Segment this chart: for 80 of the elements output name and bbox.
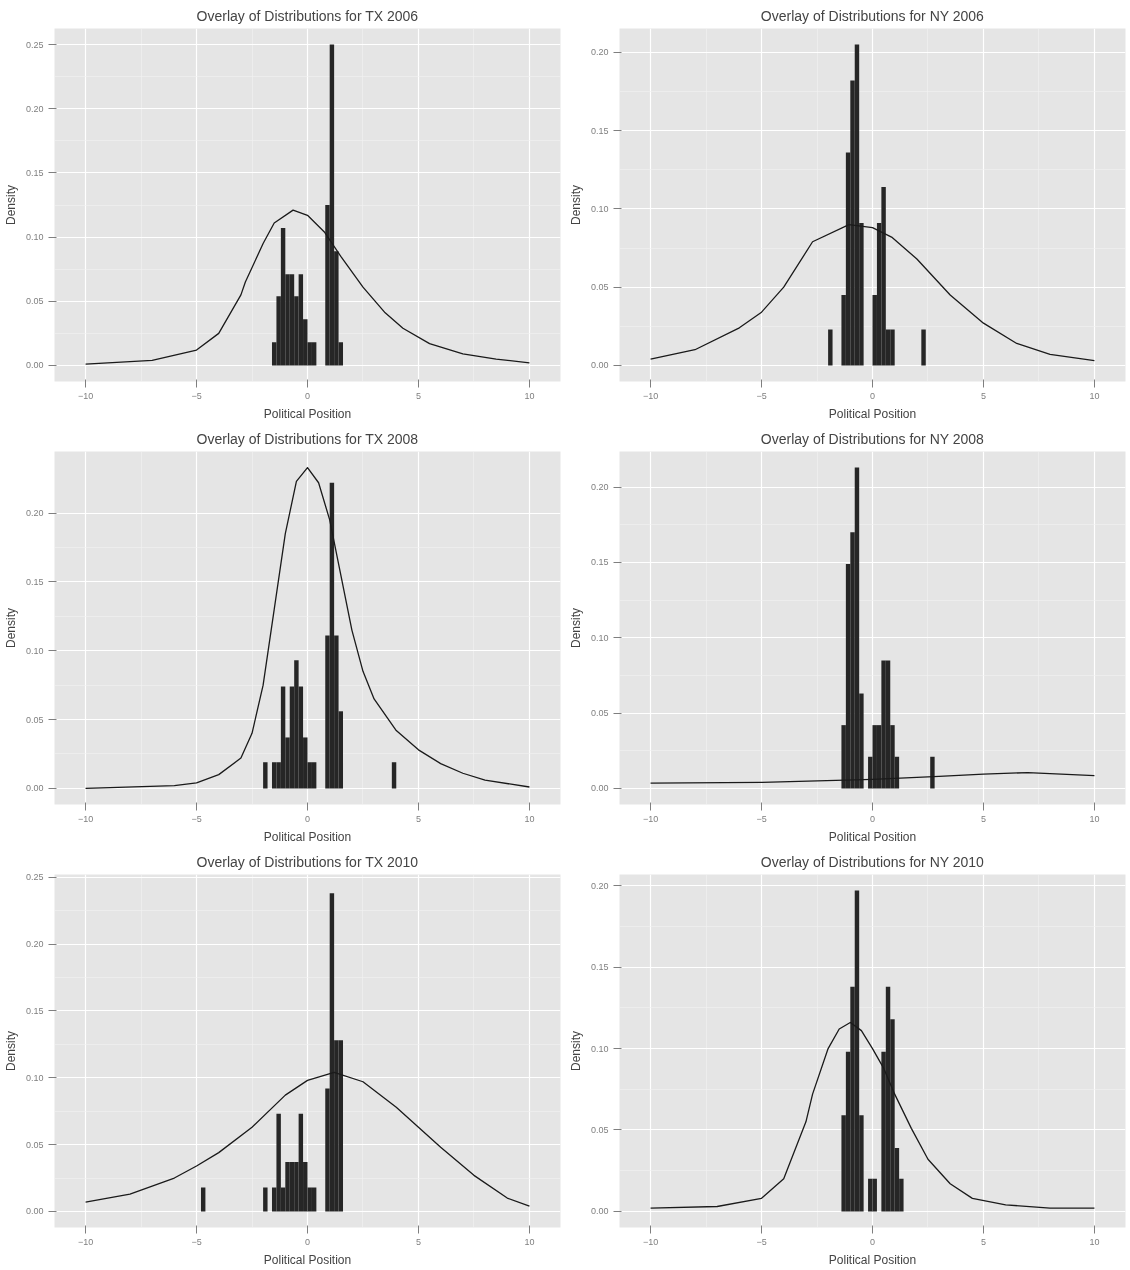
x-tick-label: 0: [305, 813, 311, 824]
x-axis-title: Political Position: [263, 406, 352, 421]
chart-title: Overlay of Distributions for TX 2006: [196, 7, 419, 24]
y-tick-label: 0.10: [590, 203, 609, 214]
y-axis-title: Density: [568, 607, 583, 649]
y-tick-label: 0.00: [590, 1206, 609, 1217]
x-tick-label: −5: [756, 813, 767, 824]
x-tick-label: −5: [756, 390, 767, 401]
y-tick-label: 0.20: [590, 482, 609, 493]
y-tick-label: 0.20: [25, 508, 44, 519]
x-tick-label: 0: [870, 813, 876, 824]
y-tick-label: 0.05: [590, 282, 609, 293]
x-axis-title: Political Position: [828, 829, 917, 844]
y-tick-label: 0.00: [25, 1206, 44, 1217]
y-tick-label: 0.00: [590, 783, 609, 794]
x-tick-label: −10: [77, 1236, 94, 1247]
y-axis-title: Density: [3, 184, 18, 226]
chart-title: Overlay of Distributions for TX 2008: [196, 430, 419, 447]
y-tick-label: 0.10: [25, 232, 44, 243]
y-tick-label: 0.20: [590, 47, 609, 58]
x-tick-label: 10: [524, 813, 535, 824]
y-tick-label: 0.20: [25, 939, 44, 950]
y-axis-title: Density: [3, 607, 18, 649]
x-tick-label: −5: [191, 1236, 202, 1247]
y-tick-label: 0.00: [25, 360, 44, 371]
x-tick-label: −5: [756, 1236, 767, 1247]
x-tick-label: 10: [524, 390, 535, 401]
y-axis-title: Density: [568, 1030, 583, 1072]
y-tick-label: 0.15: [25, 1005, 44, 1016]
y-tick-label: 0.05: [25, 1139, 44, 1150]
x-axis-title: Political Position: [263, 1252, 352, 1267]
x-tick-label: 10: [524, 1236, 535, 1247]
x-tick-label: 5: [980, 1236, 986, 1247]
chart-title: Overlay of Distributions for NY 2008: [760, 430, 985, 447]
x-tick-label: 5: [415, 813, 421, 824]
chart-title: Overlay of Distributions for NY 2010: [760, 853, 985, 870]
x-tick-label: 5: [415, 390, 421, 401]
x-axis-title: Political Position: [263, 829, 352, 844]
y-tick-label: 0.05: [25, 296, 44, 307]
y-tick-label: 0.05: [25, 714, 44, 725]
x-tick-label: 5: [415, 1236, 421, 1247]
x-tick-label: −10: [642, 813, 659, 824]
x-tick-label: 10: [1089, 813, 1100, 824]
x-axis-title: Political Position: [828, 406, 917, 421]
chart-title: Overlay of Distributions for NY 2006: [760, 7, 985, 24]
x-tick-label: 5: [980, 390, 986, 401]
x-tick-label: −10: [642, 390, 659, 401]
y-tick-label: 0.20: [25, 103, 44, 114]
y-tick-label: 0.00: [25, 783, 44, 794]
x-tick-label: 10: [1089, 390, 1100, 401]
y-tick-label: 0.05: [590, 1124, 609, 1135]
y-tick-label: 0.10: [590, 632, 609, 643]
y-tick-label: 0.15: [25, 576, 44, 587]
y-tick-label: 0.25: [25, 872, 44, 883]
y-tick-label: 0.10: [25, 1072, 44, 1083]
y-tick-label: 0.25: [25, 39, 44, 50]
x-tick-label: −10: [77, 813, 94, 824]
x-tick-label: 0: [870, 390, 876, 401]
x-tick-label: −5: [191, 390, 202, 401]
chart-title: Overlay of Distributions for TX 2010: [196, 853, 419, 870]
x-tick-label: −10: [642, 1236, 659, 1247]
y-axis-title: Density: [568, 184, 583, 226]
x-tick-label: −5: [191, 813, 202, 824]
y-tick-label: 0.15: [590, 557, 609, 568]
y-tick-label: 0.15: [590, 125, 609, 136]
y-tick-label: 0.00: [590, 360, 609, 371]
x-tick-label: 10: [1089, 1236, 1100, 1247]
x-tick-label: 0: [305, 1236, 311, 1247]
x-tick-label: 0: [870, 1236, 876, 1247]
y-tick-label: 0.15: [590, 962, 609, 973]
y-axis-title: Density: [3, 1030, 18, 1072]
x-axis-title: Political Position: [828, 1252, 917, 1267]
y-tick-label: 0.10: [590, 1043, 609, 1054]
x-tick-label: −10: [77, 390, 94, 401]
y-tick-label: 0.20: [590, 880, 609, 891]
y-tick-label: 0.10: [25, 645, 44, 656]
y-tick-label: 0.15: [25, 167, 44, 178]
y-tick-label: 0.05: [590, 708, 609, 719]
x-tick-label: 0: [305, 390, 311, 401]
x-tick-label: 5: [980, 813, 986, 824]
